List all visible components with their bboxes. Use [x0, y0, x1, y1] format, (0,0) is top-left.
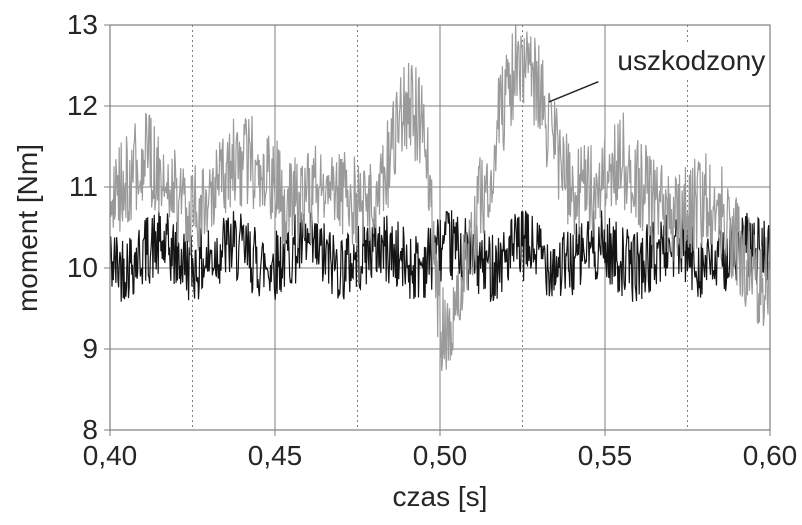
y-tick-label: 12	[67, 90, 98, 122]
annotation-label: uszkodzony	[613, 45, 769, 77]
chart-container: moment [Nm] czas [s] 0,400,450,500,550,6…	[0, 0, 802, 525]
y-tick-label: 13	[67, 9, 98, 41]
x-tick-label: 0,45	[248, 440, 303, 472]
x-tick-label: 0,55	[578, 440, 633, 472]
y-tick-label: 11	[69, 171, 98, 203]
x-tick-label: 0,50	[413, 440, 468, 472]
y-tick-label: 8	[82, 414, 98, 446]
x-tick-label: 0,60	[743, 440, 798, 472]
x-axis-label: czas [s]	[393, 481, 488, 513]
y-tick-label: 9	[82, 333, 98, 365]
y-tick-label: 10	[67, 252, 98, 284]
y-axis-label: moment [Nm]	[12, 143, 44, 311]
